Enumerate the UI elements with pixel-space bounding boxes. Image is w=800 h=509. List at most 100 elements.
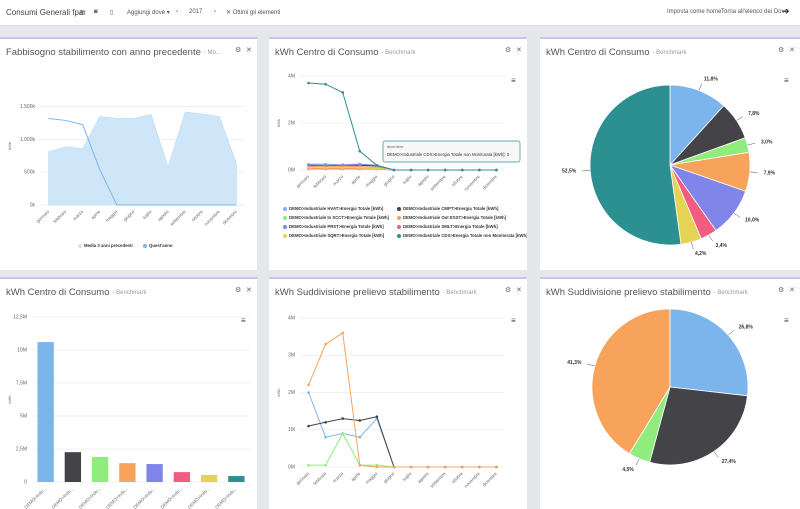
- close-icon[interactable]: ✕: [246, 287, 252, 294]
- y-tick-label: 0k: [30, 202, 36, 208]
- marker: [444, 466, 447, 469]
- menu-icon[interactable]: ≡: [511, 316, 516, 325]
- y-tick-label: 500k: [24, 170, 35, 176]
- menu-icon[interactable]: ≡: [784, 316, 789, 325]
- data-label: 4,2%: [695, 251, 707, 257]
- marker: [341, 432, 344, 435]
- x-tick-label: DEMO>Indu...: [160, 486, 184, 509]
- icon[interactable]: ◙: [94, 9, 98, 15]
- legend-label: DEMO>Industriale CDX>Energia Totale non …: [403, 233, 527, 238]
- y-tick-label: 1.000k: [20, 137, 36, 143]
- legend-swatch: [397, 216, 401, 220]
- marker: [478, 169, 481, 172]
- marker: [410, 169, 413, 172]
- marker: [427, 466, 430, 469]
- bar: [146, 464, 162, 482]
- marker: [341, 167, 344, 170]
- data-label: 4,5%: [622, 467, 634, 473]
- y-tick-label: 7,5M: [16, 380, 27, 386]
- y-tick-label: 10M: [17, 347, 27, 353]
- bar: [37, 342, 53, 482]
- tooltip-text: DEMO>Industriale CDX>Energia Totale non …: [387, 152, 510, 157]
- bar: [201, 475, 217, 482]
- x-tick-label: DEMO>Indu...: [23, 486, 47, 509]
- prev[interactable]: ‹: [176, 9, 178, 15]
- legend-swatch: [78, 244, 82, 248]
- marker: [358, 436, 361, 439]
- marker: [444, 169, 447, 172]
- x-tick-label: marzo: [72, 209, 85, 222]
- chart: Fabbisogno stabilimento con anno precede…: [0, 39, 257, 270]
- arrow[interactable]: ➜: [782, 6, 790, 17]
- close-icon[interactable]: ✕: [516, 47, 522, 54]
- data-label: 3,0%: [761, 139, 773, 145]
- data-label: 41,3%: [567, 360, 582, 366]
- settings-icon[interactable]: ⚙: [778, 286, 784, 294]
- settings-icon[interactable]: ⚙: [505, 286, 511, 294]
- leader: [747, 143, 755, 145]
- leader: [714, 452, 718, 458]
- x-tick-label: gennaio: [35, 209, 50, 224]
- marker: [307, 164, 310, 167]
- legend-label: DEMO>Industriale In SCCT>Energia Totale …: [289, 215, 390, 220]
- marker: [324, 167, 327, 170]
- chart: kWh Centro di Consumo- Benchmark⚙✕≡02,5M…: [0, 279, 257, 509]
- chart-panel: kWh Suddivisione prelievo stabilimento- …: [540, 277, 800, 509]
- x-tick-label: febbraio: [52, 209, 67, 224]
- x-tick-label: gennaio: [295, 471, 310, 486]
- bar: [228, 476, 244, 482]
- x-tick-label: maggio: [104, 209, 118, 223]
- x-tick-label: novembre: [203, 209, 221, 227]
- where-dropdown[interactable]: Aggiungi dove ▾: [127, 9, 170, 16]
- marker: [393, 169, 396, 172]
- next[interactable]: ›: [214, 9, 216, 15]
- icon[interactable]: ▤: [80, 9, 86, 16]
- y-axis-label: kWh: [7, 396, 12, 404]
- legend-label: DEMO>Industriale PRST>Energia Totale [kW…: [289, 224, 384, 229]
- y-tick-label: 2M: [288, 120, 295, 126]
- leader: [709, 235, 713, 241]
- settings-icon[interactable]: ⚙: [235, 286, 241, 294]
- marker: [341, 91, 344, 94]
- x-tick-label: febbraio: [312, 471, 327, 486]
- filter[interactable]: ✕ Ottimi gli elementi: [226, 9, 280, 16]
- close-icon[interactable]: ✕: [516, 287, 522, 294]
- x-tick-label: aprile: [90, 209, 102, 221]
- bar: [119, 463, 135, 482]
- marker: [307, 464, 310, 467]
- dashboard-title: Consumi Generali fpa: [6, 8, 83, 17]
- marker: [307, 82, 310, 85]
- x-tick-label: luglio: [402, 174, 413, 185]
- marker: [410, 466, 413, 469]
- menu-icon[interactable]: ≡: [511, 76, 516, 85]
- x-tick-label: ottobre: [190, 209, 204, 223]
- marker: [324, 464, 327, 467]
- menu-icon[interactable]: ≡: [241, 316, 246, 325]
- legend-swatch: [283, 207, 287, 211]
- subtitle: - Mo...: [204, 50, 221, 56]
- leader: [636, 459, 639, 465]
- close-icon[interactable]: ✕: [789, 47, 795, 54]
- home-link[interactable]: Imposta come home: [667, 9, 721, 15]
- icon[interactable]: ▯: [110, 9, 113, 16]
- x-tick-label: luglio: [142, 209, 153, 220]
- settings-icon[interactable]: ⚙: [235, 46, 241, 54]
- x-tick-label: settembre: [429, 471, 447, 489]
- close-icon[interactable]: ✕: [789, 287, 795, 294]
- menu-icon[interactable]: ≡: [784, 76, 789, 85]
- marker: [341, 332, 344, 335]
- chart-title: kWh Centro di Consumo- Benchmark: [275, 47, 416, 58]
- x-tick-label: novembre: [463, 174, 481, 192]
- settings-icon[interactable]: ⚙: [505, 46, 511, 54]
- line: [309, 417, 497, 467]
- x-tick-label: aprile: [350, 471, 362, 483]
- close-icon[interactable]: ✕: [246, 47, 252, 54]
- marker: [341, 164, 344, 167]
- settings-icon[interactable]: ⚙: [778, 46, 784, 54]
- marker: [324, 343, 327, 346]
- marker: [341, 417, 344, 420]
- back-link[interactable]: Torna all'elenco dei Dove: [721, 9, 788, 15]
- legend-swatch: [283, 225, 287, 229]
- y-tick-label: 2M: [288, 390, 295, 396]
